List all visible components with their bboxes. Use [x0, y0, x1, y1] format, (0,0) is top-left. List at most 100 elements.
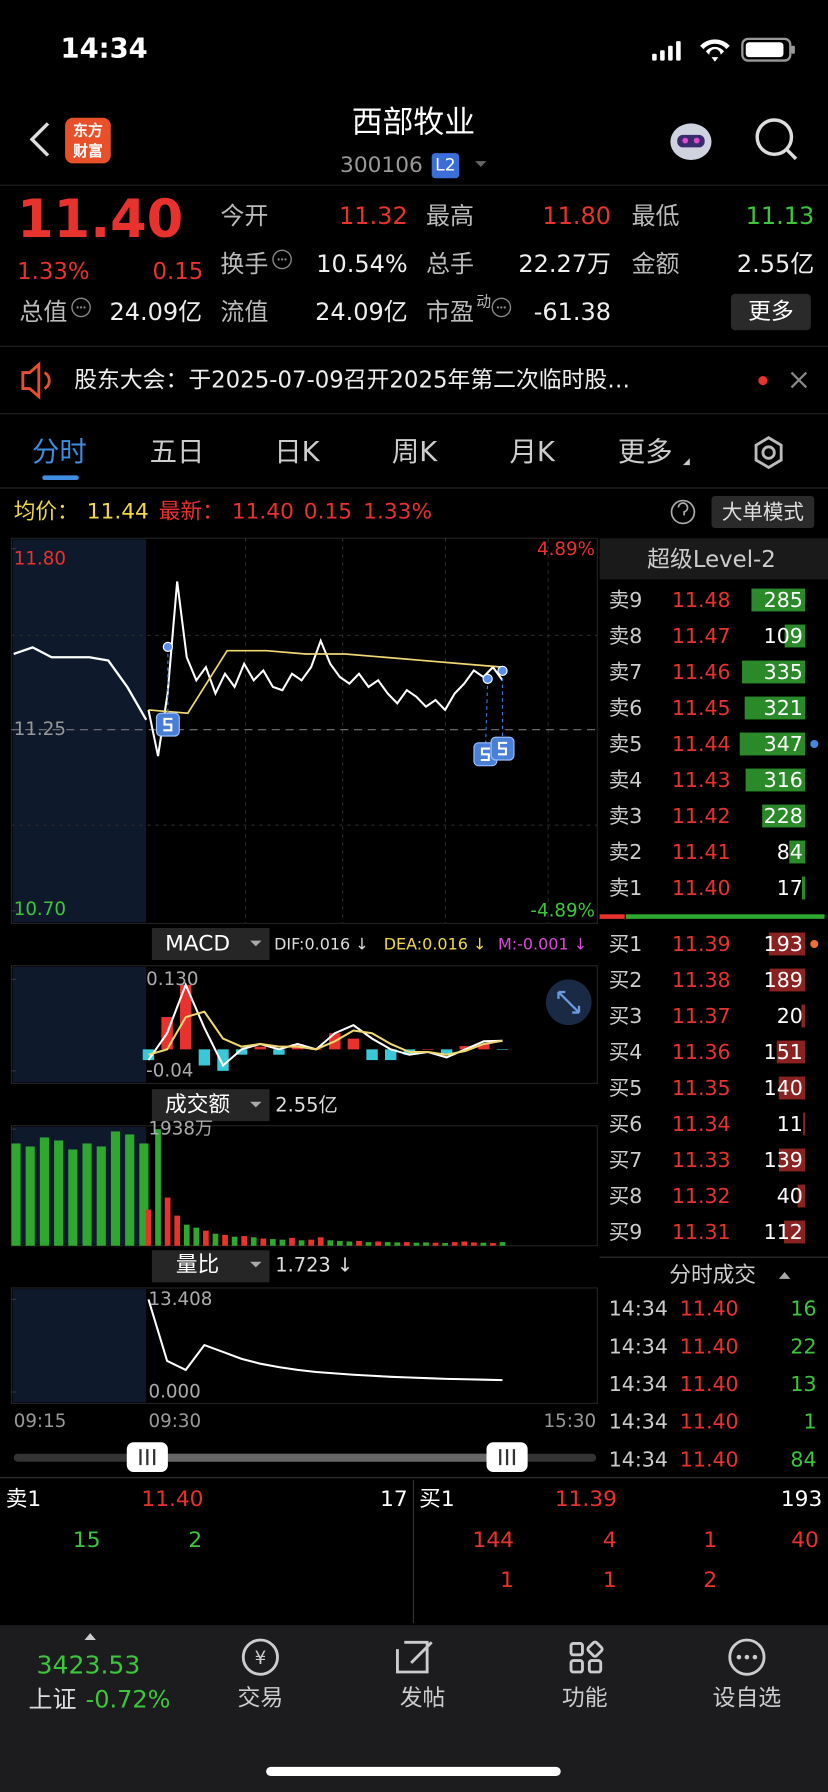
indicator-dropdown[interactable] — [250, 1101, 262, 1108]
mode-label[interactable]: 大单模式 — [722, 500, 804, 524]
speaker-icon — [21, 361, 51, 400]
indicator-name[interactable]: 成交额 — [165, 1093, 230, 1118]
dropdown-arrow[interactable] — [475, 161, 487, 167]
index-name[interactable]: 上证 — [29, 1685, 77, 1713]
logo[interactable] — [65, 117, 111, 164]
settings-icon[interactable] — [754, 436, 783, 470]
field-value: 11.32 — [339, 202, 408, 230]
level-label: 卖5 — [609, 732, 643, 756]
tab[interactable]: 日K — [274, 437, 320, 468]
indicator-tab[interactable] — [151, 1089, 270, 1122]
robot-icon[interactable] — [670, 123, 712, 160]
info-icon[interactable] — [491, 297, 512, 318]
level-volume: 40 — [777, 1184, 803, 1208]
volume-bar — [54, 1140, 64, 1246]
nav-item[interactable]: 发帖 — [400, 1685, 446, 1711]
level-volume: 109 — [764, 624, 803, 648]
indicator-tab[interactable] — [151, 1250, 270, 1283]
logo-text: 财富 — [73, 142, 103, 160]
indicator-tab[interactable] — [151, 928, 270, 960]
main-chart-frame — [10, 537, 598, 924]
queue-price: 11.40 — [141, 1487, 203, 1512]
more-button[interactable] — [730, 293, 811, 331]
indicator-dropdown[interactable] — [250, 940, 262, 947]
pre-market-shade — [12, 539, 147, 923]
logo-text: 东方 — [73, 121, 103, 139]
help-icon[interactable] — [670, 499, 696, 525]
status-time: 14:34 — [61, 34, 148, 65]
trade-price: 11.40 — [680, 1334, 739, 1358]
more-label[interactable]: 更多 — [748, 299, 794, 325]
depth-bar — [739, 732, 806, 756]
level-price: 11.32 — [672, 1184, 731, 1208]
macd-bar — [347, 1038, 360, 1050]
volume-bar — [231, 1236, 238, 1246]
back-button[interactable] — [29, 122, 50, 157]
index-value[interactable]: 3423.53 — [37, 1651, 141, 1680]
index-change[interactable]: -0.72% — [86, 1685, 171, 1713]
close-notice[interactable] — [790, 371, 808, 389]
info-icon-dot — [496, 306, 500, 309]
search-icon[interactable] — [755, 118, 798, 161]
time-scroller[interactable] — [13, 1442, 597, 1472]
indicator-dropdown[interactable] — [250, 1261, 262, 1268]
badge — [431, 153, 460, 179]
level-volume: 285 — [764, 588, 803, 612]
nav-item[interactable]: 功能 — [562, 1685, 608, 1711]
notice-text[interactable]: 股东大会：于2025-07-09召开2025年第二次临时股… — [74, 368, 630, 394]
tab[interactable]: 月K — [510, 437, 556, 468]
tab[interactable]: 更多 — [618, 437, 673, 468]
volume-bar — [125, 1134, 135, 1246]
level-label: 买7 — [609, 1148, 643, 1172]
field-value: -61.38 — [534, 298, 611, 326]
sort-arrow[interactable] — [778, 1272, 791, 1279]
trade-price: 11.40 — [680, 1297, 739, 1321]
level-price: 11.44 — [672, 732, 731, 756]
level-label: 买6 — [609, 1112, 643, 1136]
nav-item[interactable]: 设自选 — [713, 1685, 782, 1711]
level-price: 11.45 — [672, 696, 731, 720]
price-line — [147, 581, 504, 757]
macd-bar — [273, 1049, 285, 1055]
level-label: 买4 — [609, 1040, 643, 1064]
level-label: 卖3 — [609, 804, 643, 828]
expand-button[interactable] — [545, 979, 592, 1026]
depth-bar — [784, 624, 806, 648]
level-volume: 189 — [764, 968, 803, 992]
signal-dot — [497, 665, 508, 676]
level-price: 11.34 — [672, 1112, 731, 1136]
dea-line — [148, 1010, 503, 1056]
trade-price: 11.40 — [680, 1447, 739, 1471]
pre-market-shade — [12, 1289, 147, 1403]
mode-button[interactable] — [711, 496, 815, 528]
nav-icons[interactable] — [241, 1638, 766, 1676]
level-volume: 139 — [764, 1148, 803, 1172]
ratio-current: 1.723 ↓ — [275, 1254, 353, 1277]
volume-bar — [25, 1146, 35, 1246]
info-icon[interactable] — [71, 297, 91, 318]
indicator-name[interactable]: 量比 — [176, 1253, 219, 1278]
nav-item[interactable]: 交易 — [238, 1685, 284, 1711]
tab[interactable]: 周K — [392, 437, 438, 468]
pct-label: 4.89% — [537, 539, 595, 560]
turnover-total: 2.55亿 — [275, 1094, 338, 1117]
ratio-bar-ask — [625, 914, 825, 919]
level-price: 11.43 — [672, 768, 731, 792]
field-label: 换手 — [220, 250, 268, 278]
sell-signal-glyph — [497, 741, 508, 756]
volume-bar — [365, 1242, 372, 1246]
level-volume: 193 — [764, 932, 803, 956]
volume-bar — [110, 1131, 121, 1246]
field-label: 金额 — [632, 250, 680, 278]
level-volume: 20 — [777, 1004, 803, 1028]
depth-bar — [801, 1004, 806, 1028]
trade-volume: 1 — [804, 1410, 817, 1434]
info-icon[interactable] — [272, 249, 292, 270]
trades-title[interactable]: 分时成交 — [669, 1263, 756, 1288]
indicator-name[interactable]: MACD — [165, 931, 230, 956]
tab[interactable]: 五日 — [150, 437, 205, 468]
tab[interactable]: 分时 — [32, 437, 87, 468]
index-arrow[interactable] — [84, 1633, 96, 1640]
macd-bar — [366, 1049, 378, 1061]
